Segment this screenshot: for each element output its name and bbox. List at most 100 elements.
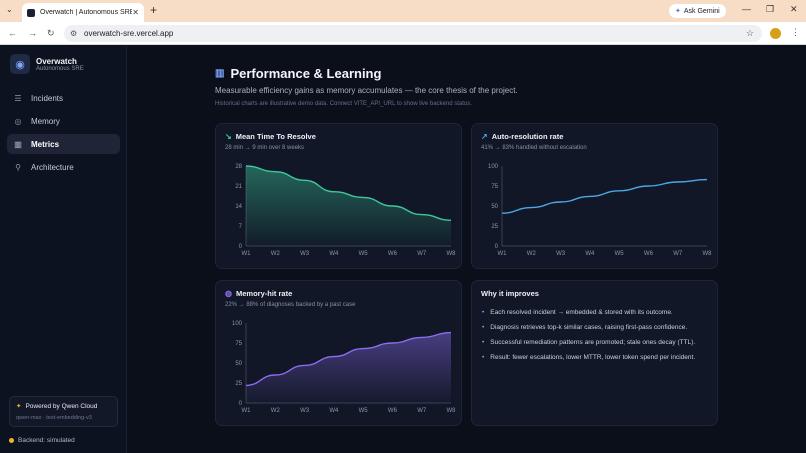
bullet-icon: • — [482, 354, 485, 361]
why-list: • Each resolved incident → embedded & sto… — [482, 309, 695, 369]
page-note: Historical charts are illustrative demo … — [215, 101, 472, 107]
address-bar-row: ← → ↻ ⚙ overwatch-sre.vercel.app ☆ — [0, 22, 806, 45]
x-tick-label: W5 — [615, 251, 625, 257]
sidebar-item-label: Architecture — [31, 162, 74, 172]
x-tick-label: W5 — [359, 408, 369, 414]
y-tick-label: 75 — [491, 184, 498, 190]
x-tick-label: W8 — [447, 408, 457, 414]
page-title-text: Performance & Learning — [230, 66, 382, 81]
main-content: ▥ Performance & Learning Measurable effi… — [128, 46, 806, 453]
close-tab-icon[interactable]: ✕ — [132, 8, 139, 17]
sidebar-item-architecture[interactable]: ⚲ Architecture — [7, 157, 120, 177]
new-tab-icon[interactable]: + — [150, 3, 158, 17]
page-subtitle: Measurable efficiency gains as memory ac… — [215, 86, 518, 95]
x-tick-label: W3 — [300, 408, 310, 414]
browser-menu-icon[interactable]: ⋮ — [791, 27, 800, 37]
y-tick-label: 50 — [235, 361, 242, 367]
sidebar-item-label: Incidents — [31, 93, 64, 103]
bookmark-star-icon[interactable]: ☆ — [745, 28, 754, 38]
x-tick-label: W2 — [527, 251, 537, 257]
x-tick-label: W6 — [388, 408, 398, 414]
y-tick-label: 25 — [491, 224, 498, 230]
forward-icon[interactable]: → — [28, 28, 37, 38]
trend-up-icon: ↗ — [481, 132, 488, 141]
memory-hit-chart: 0 25 50 75 100 W1 W2 W3 W4 W5 W6 W7 W8 — [232, 321, 457, 414]
browser-tab-bar: ⌄ Overwatch | Autonomous SRE ✕ + ✦ Ask G… — [0, 0, 806, 22]
series-line — [501, 178, 708, 214]
y-tick-label: 75 — [235, 341, 242, 347]
x-tick-label: W1 — [242, 408, 252, 414]
chart-subtitle: 41% → 83% handled without escalation — [481, 145, 587, 151]
powered-subtitle: qwen-max · text-embedding-v3 — [16, 415, 92, 421]
bar-chart-icon: ▥ — [215, 68, 225, 79]
series-line — [245, 165, 452, 221]
tab-search-icon[interactable]: ⌄ — [6, 5, 13, 14]
brand-subtitle: Autonomous SRE — [36, 65, 84, 72]
back-icon[interactable]: ← — [8, 28, 17, 38]
memory-icon: ◍ — [225, 289, 232, 298]
y-tick-label: 21 — [235, 184, 242, 190]
ask-gemini-label: Ask Gemini — [683, 7, 720, 15]
y-tick-label: 100 — [488, 164, 499, 170]
mttr-chart-card: ↘ Mean Time To Resolve 28 min → 9 min ove… — [215, 123, 462, 269]
favicon-icon — [27, 8, 35, 17]
auto-resolution-chart: 0 25 50 75 100 W1 W2 W3 W4 W5 W6 W7 W8 — [488, 164, 713, 257]
bolt-icon: ✦ — [16, 403, 22, 410]
why-it-improves-card: Why it improves • Each resolved incident … — [471, 280, 718, 426]
trend-down-icon: ↘ — [225, 132, 232, 141]
x-tick-label: W6 — [644, 251, 654, 257]
why-item-text: Successful remediation patterns are prom… — [490, 339, 696, 346]
extension-icon[interactable] — [770, 28, 781, 39]
ask-gemini-button[interactable]: ✦ Ask Gemini — [669, 4, 726, 18]
sidebar-item-incidents[interactable]: ☰ Incidents — [7, 88, 120, 108]
x-tick-label: W2 — [271, 408, 281, 414]
series-area — [246, 166, 451, 246]
overwatch-logo-icon: ◉ — [10, 54, 30, 74]
chart-title: Memory-hit rate — [235, 289, 293, 298]
x-tick-label: W2 — [271, 251, 281, 257]
backend-status-label: Backend: simulated — [18, 437, 75, 444]
x-tick-label: W3 — [300, 251, 310, 257]
tab-title: Overwatch | Autonomous SRE — [40, 9, 133, 16]
url-field[interactable]: ⚙ overwatch-sre.vercel.app ☆ — [64, 25, 762, 42]
x-tick-label: W4 — [329, 408, 339, 414]
reload-icon[interactable]: ↻ — [47, 28, 55, 38]
x-tick-label: W7 — [417, 408, 427, 414]
why-title: Why it improves — [481, 289, 539, 298]
chart-title: Auto-resolution rate — [491, 132, 564, 141]
brand-name: Overwatch — [36, 56, 77, 66]
memory-hit-chart-card: ◍ Memory-hit rate 22% → 88% of diagnoses … — [215, 280, 462, 426]
bullet-icon: • — [482, 309, 485, 316]
auto-resolution-chart-card: ↗ Auto-resolution rate 41% → 83% handled … — [471, 123, 718, 269]
architecture-icon: ⚲ — [15, 162, 21, 172]
sidebar-item-metrics[interactable]: ▥ Metrics — [7, 134, 120, 154]
sparkle-icon: ✦ — [675, 8, 681, 15]
x-tick-label: W1 — [498, 251, 508, 257]
sidebar-item-label: Memory — [31, 116, 60, 126]
why-item-text: Result: fewer escalations, lower MTTR, l… — [490, 354, 696, 361]
status-dot — [9, 438, 14, 443]
sidebar-item-memory[interactable]: ◎ Memory — [7, 111, 120, 131]
chart-subtitle: 22% → 88% of diagnoses backed by a past … — [225, 302, 356, 308]
y-tick-label: 100 — [232, 321, 243, 327]
minimize-icon[interactable]: — — [742, 4, 751, 14]
powered-by-card: ✦ Powered by Qwen Cloud qwen-max · text-e… — [9, 396, 118, 427]
brand[interactable]: ◉ Overwatch Autonomous SRE — [10, 54, 84, 74]
x-tick-label: W3 — [556, 251, 566, 257]
list-icon: ☰ — [14, 93, 22, 103]
why-item-text: Diagnosis retrieves top-k similar cases,… — [490, 324, 688, 331]
browser-tab[interactable]: Overwatch | Autonomous SRE ✕ — [22, 3, 144, 22]
list-item: • Result: fewer escalations, lower MTTR, … — [482, 354, 695, 361]
restore-icon[interactable]: ❐ — [766, 4, 775, 14]
chart-subtitle: 28 min → 9 min over 8 weeks — [225, 145, 305, 151]
bullet-icon: • — [482, 339, 485, 346]
series-line — [245, 331, 452, 387]
site-settings-icon[interactable]: ⚙ — [70, 29, 78, 38]
list-item: • Successful remediation patterns are pro… — [482, 339, 695, 346]
why-item-text: Each resolved incident → embedded & stor… — [490, 309, 673, 316]
x-tick-label: W1 — [242, 251, 252, 257]
list-item: • Diagnosis retrieves top-k similar cases… — [482, 324, 695, 331]
page-title: ▥ Performance & Learning — [215, 66, 381, 81]
close-window-icon[interactable]: ✕ — [790, 4, 798, 14]
x-tick-label: W8 — [703, 251, 713, 257]
